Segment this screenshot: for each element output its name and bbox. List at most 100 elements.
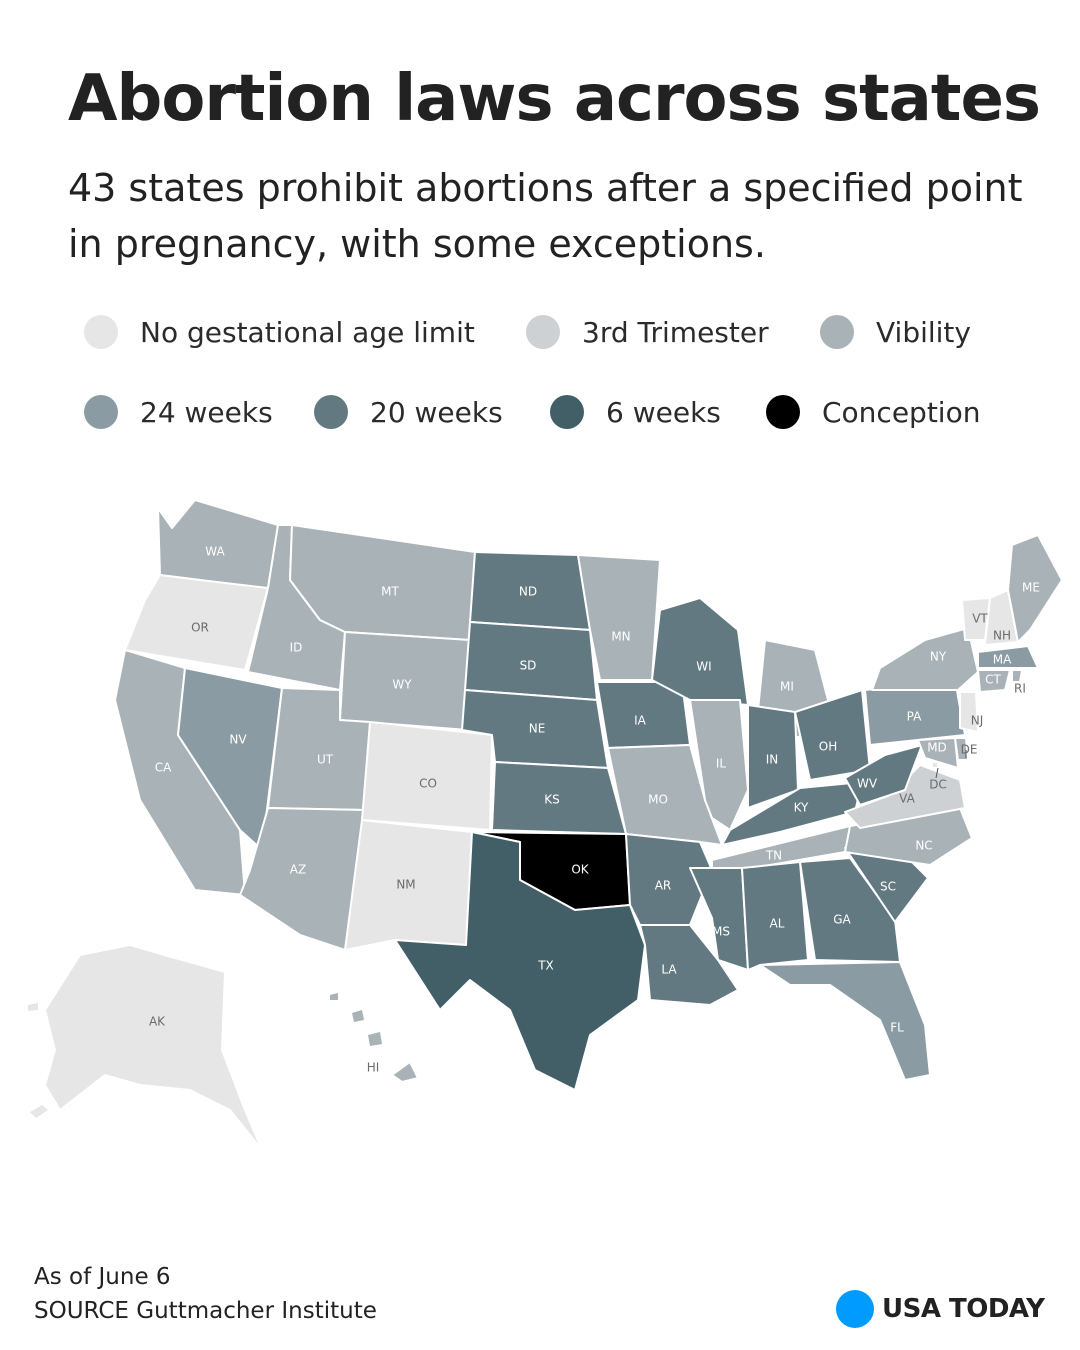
state-label-mi: MI — [780, 680, 794, 694]
state-ga — [799, 857, 901, 963]
state-label-ny: NY — [930, 650, 947, 664]
legend-swatch-6-weeks — [550, 395, 584, 429]
date-note: As of June 6 — [34, 1264, 171, 1290]
state-label-de: DE — [961, 743, 978, 757]
state-shape-co — [361, 721, 493, 831]
state-label-ca: CA — [155, 761, 172, 775]
state-label-il: IL — [716, 757, 727, 771]
state-or — [124, 574, 269, 671]
state-label-wi: WI — [696, 660, 711, 674]
state-co — [361, 721, 493, 831]
state-ms — [689, 867, 749, 971]
legend-label-third-trimester: 3rd Trimester — [582, 315, 769, 349]
legend-label-conception: Conception — [822, 395, 981, 429]
state-shape-wv — [844, 744, 923, 806]
state-label-ar: AR — [655, 879, 672, 893]
state-ct — [977, 669, 1011, 693]
state-label-la: LA — [661, 963, 677, 977]
state-la — [639, 924, 739, 1006]
legend-swatch-20-weeks — [314, 395, 348, 429]
state-label-hi: HI — [367, 1061, 380, 1075]
state-wv — [844, 744, 923, 806]
state-label-nh: NH — [993, 629, 1011, 643]
state-label-in: IN — [766, 753, 779, 767]
state-label-ct: CT — [985, 673, 1001, 687]
state-island-hi-1 — [352, 1010, 364, 1022]
state-me — [1007, 534, 1063, 643]
legend-label-20-weeks: 20 weeks — [370, 395, 503, 429]
legend-swatch-conception — [766, 395, 800, 429]
state-shape-nv — [177, 667, 283, 851]
state-label-ma: MA — [993, 653, 1012, 667]
state-label-md: MD — [927, 741, 947, 755]
state-island-ak-1 — [30, 1105, 48, 1118]
state-shape-tx — [394, 831, 646, 1091]
state-label-ne: NE — [529, 722, 546, 736]
state-shape-ri — [1011, 669, 1023, 683]
state-label-or: OR — [191, 621, 209, 635]
state-label-me: ME — [1022, 581, 1040, 595]
state-label-nm: NM — [396, 878, 415, 892]
state-shape-ma — [977, 645, 1039, 669]
state-label-sc: SC — [880, 880, 896, 894]
legend-item-6-weeks: 6 weeks — [550, 395, 721, 429]
state-label-fl: FL — [890, 1021, 904, 1035]
legend-item-conception: Conception — [766, 395, 980, 429]
legend-label-24-weeks: 24 weeks — [140, 395, 273, 429]
state-label-tx: TX — [537, 959, 554, 973]
state-ny — [871, 627, 979, 691]
state-label-dc: DC — [929, 778, 947, 792]
state-label-ky: KY — [794, 801, 809, 815]
state-label-ut: UT — [317, 753, 334, 767]
state-al — [741, 861, 809, 971]
legend-item-third-trimester: 3rd Trimester — [526, 315, 769, 349]
state-label-ia: IA — [634, 714, 647, 728]
state-ma — [977, 645, 1039, 669]
legend-swatch-third-trimester — [526, 315, 560, 349]
state-shape-ny — [871, 627, 979, 691]
legend-swatch-none — [84, 315, 118, 349]
subtitle: 43 states prohibit abortions after a spe… — [68, 166, 1023, 266]
state-label-mt: MT — [381, 585, 399, 599]
legend-item-none: No gestational age limit — [84, 315, 475, 349]
state-shape-mn — [577, 554, 661, 681]
state-nj — [959, 691, 979, 733]
state-shape-me — [1007, 534, 1063, 643]
state-label-co: CO — [419, 777, 437, 791]
state-shape-nj — [959, 691, 979, 733]
state-fl — [759, 961, 931, 1081]
state-island-hi-0 — [330, 993, 338, 1000]
callout-line-0 — [935, 767, 939, 779]
state-shape-dc — [931, 761, 939, 769]
state-shape-al — [741, 861, 809, 971]
state-dc — [931, 761, 939, 769]
legend-swatch-viability — [820, 315, 854, 349]
state-label-sd: SD — [520, 659, 537, 673]
state-label-ok: OK — [571, 863, 589, 877]
legend-item-20-weeks: 20 weeks — [314, 395, 503, 429]
state-label-ak: AK — [149, 1015, 166, 1029]
brand-name: USA TODAY — [882, 1294, 1045, 1324]
state-shape-ak — [44, 944, 263, 1151]
state-label-wy: WY — [392, 678, 412, 692]
state-label-nd: ND — [519, 585, 537, 599]
state-label-nj: NJ — [971, 714, 984, 728]
state-label-va: VA — [899, 792, 915, 806]
state-label-ks: KS — [544, 793, 560, 807]
legend-label-viability: Vibility — [876, 315, 971, 349]
state-label-tn: TN — [765, 849, 782, 863]
state-label-nc: NC — [915, 839, 932, 853]
state-label-ri: RI — [1014, 682, 1026, 696]
state-label-pa: PA — [907, 710, 922, 724]
state-ri — [1011, 669, 1023, 683]
state-label-ga: GA — [833, 913, 851, 927]
state-shape-ct — [977, 669, 1011, 693]
legend-item-viability: Vibility — [820, 315, 971, 349]
state-label-vt: VT — [972, 612, 988, 626]
state-label-wv: WV — [857, 777, 878, 791]
usa-today-dot-icon — [836, 1290, 874, 1328]
page-title: Abortion laws across states — [68, 62, 1041, 136]
state-hi — [330, 993, 419, 1083]
state-shape-fl — [759, 961, 931, 1081]
state-shape-or — [124, 574, 269, 671]
